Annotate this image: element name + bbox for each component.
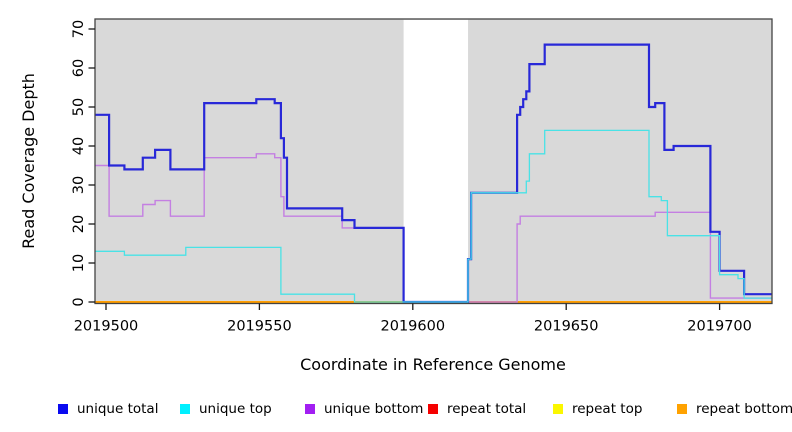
coverage-plot: 2019500 2019550 2019600 2019650 2019700 0 10 2…	[19, 18, 773, 374]
series-lines	[95, 43, 772, 304]
legend-item-repeat-top: repeat top	[553, 399, 642, 419]
series-line-unique-top	[95, 129, 772, 303]
y-axis-title: Read Coverage Depth	[19, 73, 38, 249]
x-axis: 2019500 2019550 2019600 2019650 2019700	[74, 303, 752, 335]
y-tick-label: 0	[71, 297, 87, 306]
x-tick-label: 2019700	[687, 319, 752, 335]
plot-frame	[94, 18, 773, 305]
legend-item-unique-bottom: unique bottom	[305, 399, 423, 419]
masked-region	[403, 19, 469, 303]
y-tick-label: 10	[71, 254, 87, 272]
legend-label: unique bottom	[324, 401, 424, 417]
x-tick-label: 2019550	[227, 319, 292, 335]
y-tick-label: 30	[71, 176, 87, 194]
legend-label: unique top	[199, 401, 272, 417]
panel-border	[94, 18, 773, 305]
x-axis-title: Coordinate in Reference Genome	[300, 355, 566, 374]
legend-item-unique-total: unique total	[58, 399, 158, 419]
y-axis: 0 10 20 30 40 50 60 70	[71, 20, 95, 307]
y-tick-label: 60	[71, 59, 87, 77]
series-line-unique-bottom	[95, 153, 772, 303]
legend-swatch	[677, 404, 687, 414]
legend-label: repeat top	[572, 401, 643, 417]
legend-swatch	[553, 404, 563, 414]
y-tick-label: 20	[71, 215, 87, 233]
x-tick-label: 2019500	[74, 319, 139, 335]
chart-legend: unique total unique top unique bottom repea…	[0, 399, 792, 421]
legend-item-unique-top: unique top	[180, 399, 272, 419]
legend-item-repeat-bottom: repeat bottom	[677, 399, 792, 419]
plot-panel	[95, 19, 772, 304]
legend-label: unique total	[77, 401, 159, 417]
x-tick-label: 2019650	[534, 319, 599, 335]
x-tick-label: 2019600	[381, 319, 446, 335]
legend-label: repeat total	[447, 401, 527, 417]
legend-item-repeat-total: repeat total	[428, 399, 526, 419]
legend-swatch	[428, 404, 438, 414]
legend-swatch	[180, 404, 190, 414]
legend-swatch	[305, 404, 315, 414]
y-tick-label: 70	[71, 20, 87, 38]
legend-label: repeat bottom	[696, 401, 792, 417]
legend-swatch	[58, 404, 68, 414]
y-tick-label: 40	[71, 137, 87, 155]
y-tick-label: 50	[71, 98, 87, 116]
